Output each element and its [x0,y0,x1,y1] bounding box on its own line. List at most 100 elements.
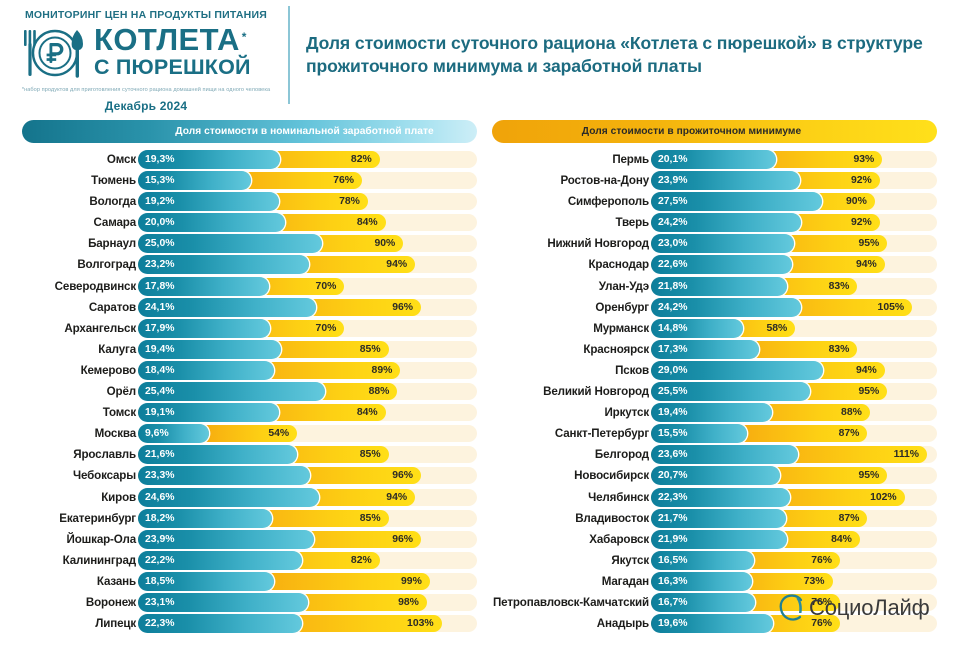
chart-row-share-pill [138,192,280,212]
chart-row: Великий Новгород 95% 25,5% [492,382,937,402]
chart-row-share-pill [651,550,754,570]
chart-row-bars: 87% 15,5% [651,424,937,444]
chart-row-share-pill [651,466,780,486]
chart-row-city-label: Тюмень [91,174,136,188]
chart-row-city-label: Челябинск [588,490,649,504]
chart-row-bars: 78% 19,2% [138,192,477,212]
chart-row-share-value: 17,9% [145,322,175,334]
chart-row-bar-value: 76% [811,554,832,566]
chart-row-share-pill [138,276,270,296]
chart-row-bar-value: 90% [374,238,396,250]
chart-row-share-pill [138,487,320,507]
chart-row-city-label: Екатеринбург [59,511,136,525]
chart-row-bar-value: 84% [356,407,378,419]
chart-row-share-pill [138,403,279,423]
chart-row-share-value: 23,9% [658,175,688,187]
chart-row: Красноярск 83% 17,3% [492,339,937,359]
chart-row: Улан-Удэ 83% 21,8% [492,276,937,296]
chart-row-share-value: 19,3% [145,154,175,165]
chart-row-bars: 84% 20,0% [138,213,477,233]
chart-row: Владивосток 87% 21,7% [492,508,937,528]
chart-row-bar-value: 95% [858,470,880,482]
chart-row-bar-value: 78% [339,196,360,208]
chart-row-bars: 85% 18,2% [138,508,477,528]
chart-row-bar-value: 54% [268,428,290,440]
chart-row-share-pill [138,297,316,317]
chart-row-bars: 88% 25,4% [138,382,477,402]
chart-row-share-pill [651,571,753,591]
chart-row-share-value: 15,3% [145,175,175,187]
chart-row: Ярославль 85% 21,6% [22,445,477,465]
brand-name-line2: С ПЮРЕШКОЙ [94,55,251,79]
chart-row-share-pill [138,614,303,634]
chart-row-city-label: Анадырь [596,617,649,631]
chart-row-city-label: Санкт-Петербург [554,427,649,441]
chart-row-bars: 73% 16,3% [651,571,937,591]
chart-row: Чебоксары 96% 23,3% [22,466,477,486]
chart-row-bar-value: 88% [841,407,862,419]
chart-row: Магадан 73% 16,3% [492,571,937,591]
chart-row-share-pill [651,424,748,444]
chart-row-share-value: 24,2% [658,301,688,313]
chart-row-bars: 82% 22,2% [138,550,477,570]
chart-row-share-pill [651,614,773,634]
chart-row-city-label: Петропавловск-Камчатский [493,595,649,609]
chart-row: Омск 82% 19,3% [22,150,477,169]
chart-row-bars: 76% 15,3% [138,171,477,191]
chart-row: Воронеж 98% 23,1% [22,592,477,612]
chart-row-bar-value: 93% [853,154,875,165]
chart-row-share-pill [138,592,309,612]
chart-row-city-label: Омск [106,153,136,166]
chart-row: Кемерово 89% 18,4% [22,360,477,380]
chart-row-share-value: 16,3% [658,575,688,587]
page-header: МОНИТОРИНГ ЦЕН НА ПРОДУКТЫ ПИТАНИЯ [0,0,960,113]
chart-row-city-label: Ярославль [73,448,136,462]
chart-row-bars: 88% 19,4% [651,403,937,423]
chart-row-bars: 83% 21,8% [651,276,937,296]
chart-row-share-pill [651,318,744,338]
chart-row-bars: 94% 29,0% [651,360,937,380]
chart-row: Петропавловск-Камчатский 76% 16,7% [492,592,937,612]
chart-row-bar-value: 87% [838,512,860,524]
chart-row-share-value: 24,6% [145,491,175,503]
chart-row: Казань 99% 18,5% [22,571,477,591]
chart-row-bars: 82% 19,3% [138,150,477,169]
chart-row-city-label: Волгоград [77,258,136,272]
chart-row-bar-value: 94% [855,259,877,271]
chart-row-share-pill [651,297,802,317]
chart-row-bars: 70% 17,8% [138,276,477,296]
chart-row-bar-value: 83% [828,280,850,292]
chart-row: Нижний Новгород 95% 23,0% [492,234,937,254]
chart-row: Тверь 92% 24,2% [492,213,937,233]
chart-row-share-pill [651,487,790,507]
chart-row-bar-value: 98% [398,596,419,608]
chart-row-share-value: 23,9% [145,533,175,545]
chart-row-bars: 90% 27,5% [651,192,937,212]
chart-row-share-value: 25,5% [658,386,688,398]
chart-row-share-pill [651,592,755,612]
chart-row-share-pill [138,571,275,591]
chart-row-share-value: 23,6% [658,449,688,461]
chart-row-share-pill [138,213,286,233]
chart-row-bars: 58% 14,8% [651,318,937,338]
chart-row-share-pill [138,550,302,570]
chart-row: Новосибирск 95% 20,7% [492,466,937,486]
sociolife-logo[interactable]: СоциоЛайф [778,592,948,628]
socio-life-swoosh-icon [779,594,803,621]
chart-row-bar-value: 83% [828,343,850,355]
chart-row: Архангельск 70% 17,9% [22,318,477,338]
chart-row-share-value: 14,8% [658,322,688,334]
chart-row-share-value: 24,1% [145,301,175,313]
chart-row: Калуга 85% 19,4% [22,339,477,359]
chart-row-bar-value: 85% [359,449,381,461]
chart-row: Липецк 103% 22,3% [22,614,477,634]
chart-row: Иркутск 88% 19,4% [492,403,937,423]
brand-kicker: МОНИТОРИНГ ЦЕН НА ПРОДУКТЫ ПИТАНИЯ [24,9,268,21]
chart-row: Киров 94% 24,6% [22,487,477,507]
chart-row-bar-value: 96% [392,533,413,545]
chart-row: Томск 84% 19,1% [22,403,477,423]
chart-row-bar-value: 94% [386,491,408,503]
chart-row-bars: 93% 20,1% [651,150,937,169]
chart-row-bar-value: 95% [858,386,880,398]
